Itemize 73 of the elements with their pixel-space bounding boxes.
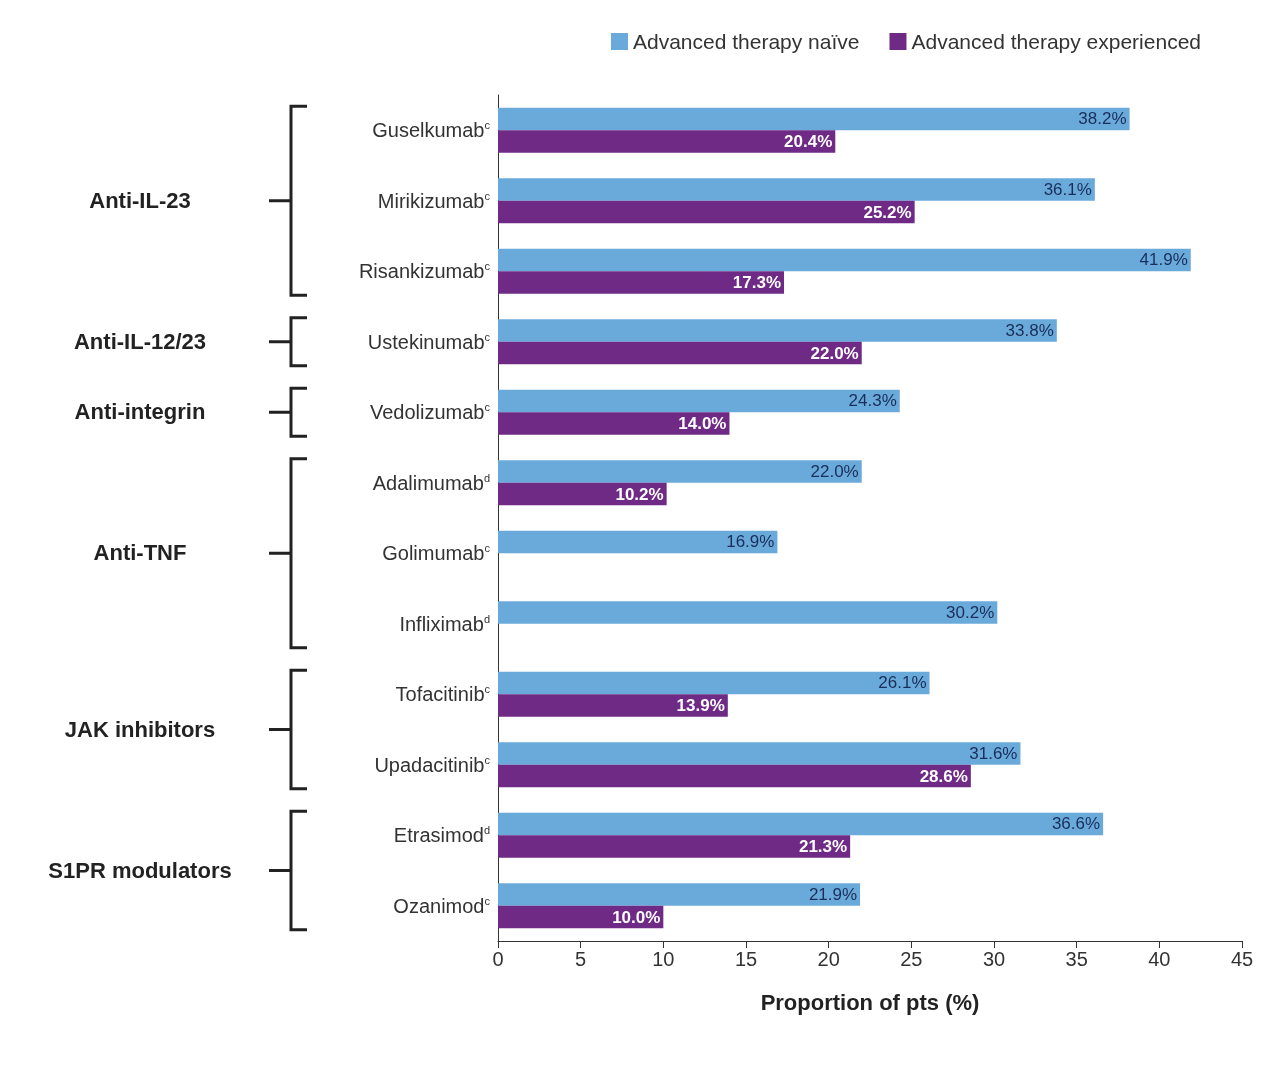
text: JAK inhibitors (64, 716, 216, 743)
data-label: 24.3% (848, 391, 897, 411)
bar (498, 412, 730, 435)
bar (498, 389, 900, 413)
text: Anti-TNF (93, 540, 187, 567)
x-tick-label: 0 (492, 948, 504, 970)
data-label: 20.4% (784, 132, 833, 152)
bar (498, 530, 778, 554)
data-label: 21.3% (798, 837, 848, 857)
y-tick-label: Infliximab$^{d}$ (399, 612, 490, 635)
data-label: 36.1% (1043, 179, 1092, 199)
text: Anti-IL-12/23 (73, 328, 207, 355)
bar (498, 107, 1130, 131)
data-label: 33.8% (1005, 320, 1054, 340)
text: S1PR modulators (48, 857, 232, 884)
data-label: 10.2% (615, 484, 664, 504)
bar (498, 601, 998, 624)
x-tick-label: 45 (1230, 948, 1254, 970)
y-tick-label: Tofacitinib$^{c}$ (395, 683, 490, 706)
text: Anti-integrin (74, 399, 206, 426)
bar (498, 200, 915, 224)
y-tick-label: Ustekinumab$^{c}$ (367, 330, 490, 353)
data-label: 31.6% (969, 743, 1018, 763)
x-tick-label: 25 (900, 948, 923, 970)
y-tick-label: Golimumab$^{c}$ (382, 542, 490, 565)
y-tick-label: Vedolizumab$^{c}$ (369, 401, 490, 424)
bar (498, 248, 1191, 272)
data-label: 25.2% (863, 202, 912, 222)
data-label: 28.6% (919, 766, 968, 786)
bar (498, 178, 1095, 201)
data-label: 26.1% (878, 673, 927, 693)
x-tick-label: 20 (817, 948, 840, 970)
bar (498, 460, 862, 483)
bar (498, 271, 785, 294)
data-label: 41.9% (1139, 250, 1188, 270)
data-label: 14.0% (678, 414, 727, 434)
bar (498, 694, 728, 717)
y-tick-label: Etrasimod$^{d}$ (393, 824, 490, 847)
bar (498, 883, 861, 906)
legend-label: Advanced therapy naïve (632, 30, 860, 53)
data-label: 22.0% (810, 461, 859, 481)
bar (498, 742, 1021, 765)
bar (498, 341, 862, 365)
bar (498, 835, 851, 858)
y-tick-label: Ozanimod$^{c}$ (393, 894, 490, 917)
data-label: 36.6% (1051, 814, 1101, 834)
legend-label: Advanced therapy experienced (911, 30, 1201, 53)
y-tick-label: Mirikizumab$^{c}$ (377, 189, 490, 212)
x-tick-label: 10 (652, 948, 675, 970)
x-tick-label: 30 (982, 948, 1006, 970)
y-tick-label: Upadacitinib$^{c}$ (374, 753, 490, 776)
x-tick-label: 40 (1148, 948, 1171, 970)
y-tick-label: Risankizumab$^{c}$ (358, 260, 490, 283)
bar (498, 319, 1057, 342)
x-axis-title: Proportion of pts (%) (760, 989, 980, 1015)
data-label: 38.2% (1078, 109, 1127, 129)
bar (498, 130, 836, 153)
x-tick-label: 35 (1065, 948, 1088, 970)
data-label: 10.0% (612, 907, 661, 927)
data-label: 22.0% (810, 343, 859, 363)
x-tick-label: 5 (575, 948, 587, 970)
data-label: 30.2% (946, 602, 995, 622)
bar (498, 812, 1104, 836)
y-tick-label: Adalimumab$^{d}$ (372, 471, 490, 494)
bar (498, 671, 930, 695)
text: Anti-IL-23 (89, 187, 191, 214)
data-label: 17.3% (732, 273, 782, 293)
data-label: 13.9% (676, 696, 725, 716)
y-tick-label: Guselkumab$^{c}$ (372, 119, 490, 142)
data-label: 16.9% (726, 532, 775, 552)
x-tick-label: 15 (734, 948, 758, 970)
data-label: 21.9% (808, 884, 858, 904)
bar (498, 764, 971, 788)
